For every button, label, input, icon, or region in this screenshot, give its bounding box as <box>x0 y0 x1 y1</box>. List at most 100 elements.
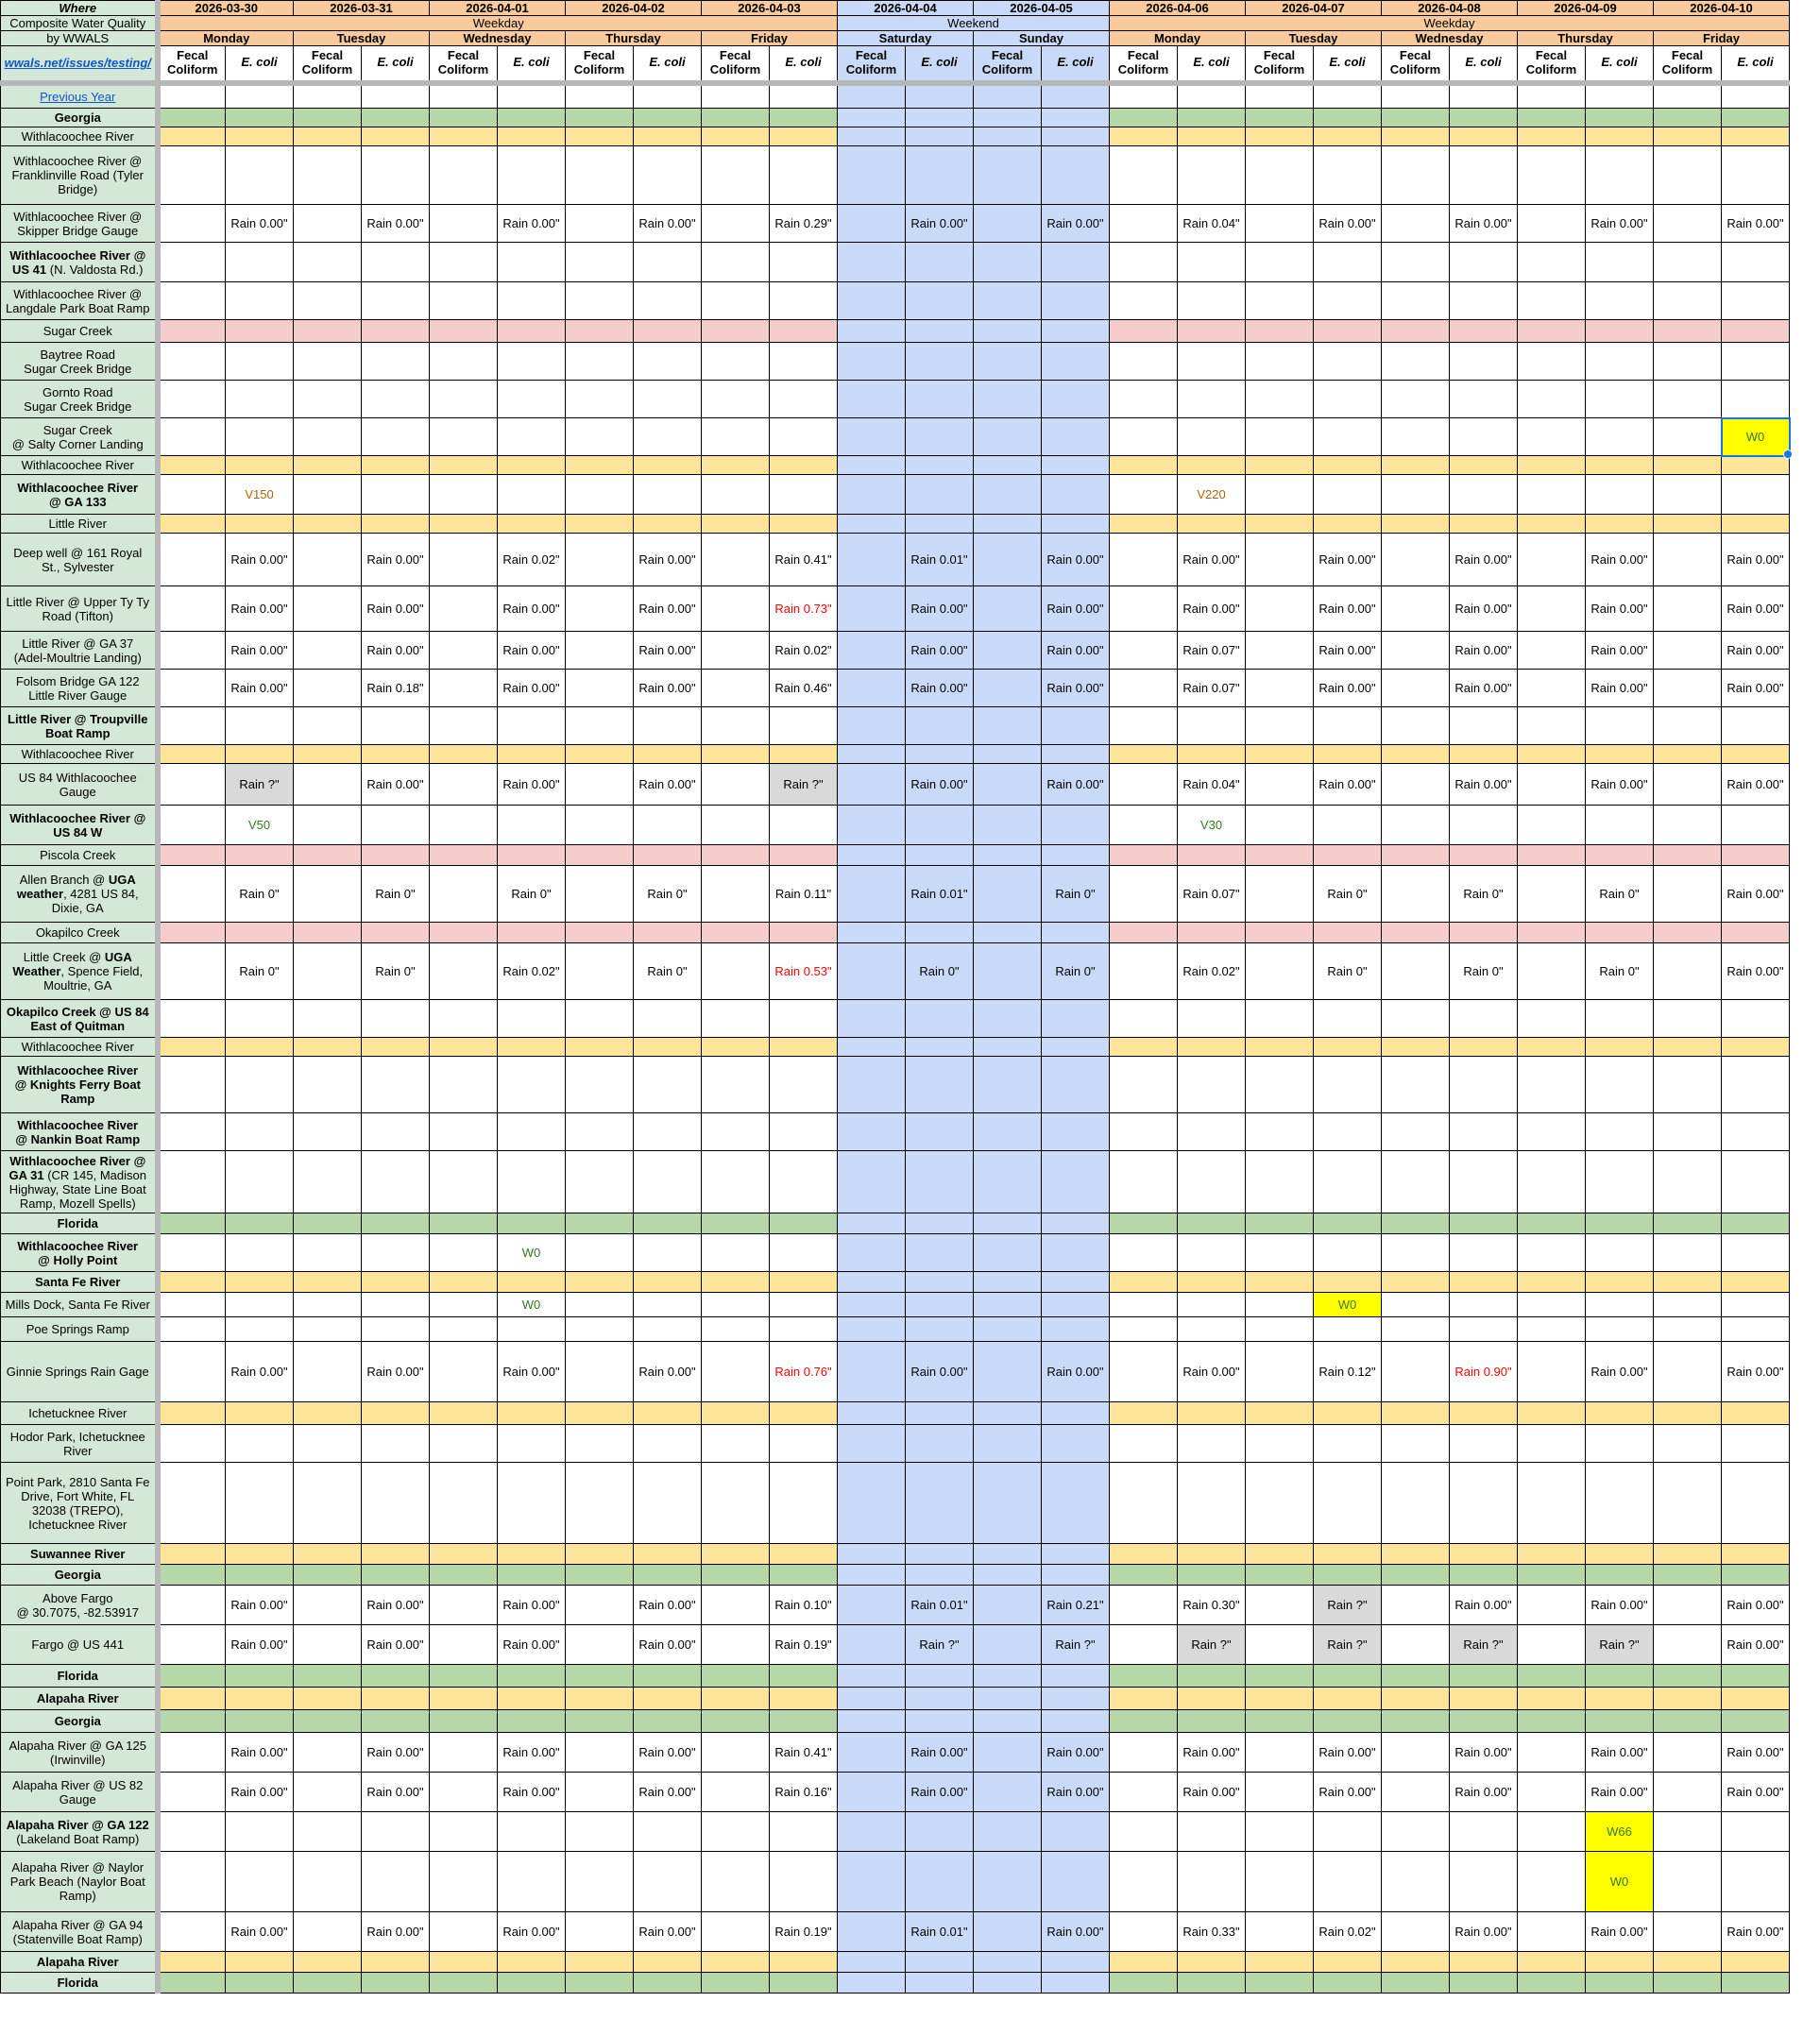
cell-site-upper-ty-ty-2026-04-07-ecoli[interactable]: Rain 0.00" <box>1313 585 1382 633</box>
cell-river-little-2026-03-31-ecoli[interactable] <box>361 514 430 534</box>
cell-site-holly-point-2026-04-01-fecal[interactable] <box>429 1233 498 1273</box>
cell-creek-okapilco-2026-04-07-ecoli[interactable] <box>1313 922 1382 944</box>
cell-site-poe-springs-2026-04-09-fecal[interactable] <box>1517 1316 1586 1343</box>
cell-site-skipper-bridge-2026-04-07-fecal[interactable] <box>1245 204 1314 244</box>
cell-site-baytree-2026-04-07-ecoli[interactable] <box>1313 342 1382 382</box>
cell-site-franklinville-2026-04-02-fecal[interactable] <box>565 145 634 206</box>
cell-river-withlacoochee-4-2026-04-07-ecoli[interactable] <box>1313 1037 1382 1058</box>
cell-creek-sugar-2026-04-10-ecoli[interactable] <box>1721 319 1790 344</box>
date-header-2026-04-05[interactable]: 2026-04-05 <box>973 0 1110 16</box>
cell-site-gornto-2026-04-05-fecal[interactable] <box>973 380 1042 419</box>
day-header-1-tuesday[interactable]: Tuesday <box>293 30 430 46</box>
cell-section-georgia-2-2026-04-01-ecoli[interactable] <box>497 1564 566 1586</box>
cell-site-us84-gauge-2026-04-08-ecoli[interactable]: Rain 0.00" <box>1449 763 1518 806</box>
cell-section-florida-1-2026-04-07-ecoli[interactable] <box>1313 1213 1382 1235</box>
cell-site-ga122-2026-04-07-fecal[interactable] <box>1245 1811 1314 1853</box>
cell-section-florida-3-2026-03-30-fecal[interactable] <box>157 1972 226 1994</box>
cell-site-knights-ferry-2026-04-10-ecoli[interactable] <box>1721 1056 1790 1114</box>
cell-creek-okapilco-2026-03-30-fecal[interactable] <box>157 922 226 944</box>
day-header-2-wednesday[interactable]: Wednesday <box>429 30 566 46</box>
cell-site-allen-branch-2026-04-06-fecal[interactable] <box>1109 865 1178 924</box>
cell-site-ga37-2026-04-05-fecal[interactable] <box>973 631 1042 670</box>
cell-site-point-park-2026-03-30-ecoli[interactable] <box>225 1462 294 1545</box>
cell-river-withlacoochee-2-2026-04-10-ecoli[interactable] <box>1721 455 1790 476</box>
cell-site-okapilco-us84-2026-03-31-fecal[interactable] <box>293 999 362 1039</box>
cell-site-fargo-us441-2026-04-09-ecoli[interactable]: Rain ?" <box>1585 1624 1654 1666</box>
cell-site-troupville-2026-03-31-fecal[interactable] <box>293 706 362 746</box>
cell-section-georgia-2-2026-03-30-ecoli[interactable] <box>225 1564 294 1586</box>
cell-river-little-2026-04-04-fecal[interactable] <box>837 514 906 534</box>
cell-site-mills-dock-2026-04-01-fecal[interactable] <box>429 1292 498 1318</box>
fecal-coliform-header-2026-04-08[interactable]: Fecal Coliform <box>1381 44 1450 86</box>
cell-site-us41-2026-04-10-fecal[interactable] <box>1653 242 1722 283</box>
cell-site-langdale-2026-04-03-ecoli[interactable] <box>769 281 838 321</box>
cell-creek-piscola-2026-04-06-fecal[interactable] <box>1109 844 1178 867</box>
cell-site-ga37-2026-04-03-fecal[interactable] <box>701 631 770 670</box>
cell-site-us41-2026-04-04-fecal[interactable] <box>837 242 906 283</box>
cell-creek-sugar-2026-04-04-fecal[interactable] <box>837 319 906 344</box>
cell-site-upper-ty-ty-2026-04-08-fecal[interactable] <box>1381 585 1450 633</box>
cell-site-us84-gauge-2026-04-03-ecoli[interactable]: Rain ?" <box>769 763 838 806</box>
cell-section-georgia-2-2026-04-06-fecal[interactable] <box>1109 1564 1178 1586</box>
cell-site-us84w-2026-04-05-fecal[interactable] <box>973 805 1042 846</box>
cell-site-ga94-2026-04-04-ecoli[interactable]: Rain 0.01" <box>905 1911 974 1953</box>
cell-section-florida-1-2026-04-05-ecoli[interactable] <box>1041 1213 1110 1235</box>
cell-site-langdale-2026-04-07-ecoli[interactable] <box>1313 281 1382 321</box>
cell-river-withlacoochee-4-2026-04-03-fecal[interactable] <box>701 1037 770 1058</box>
cell-site-salty-corner-2026-04-01-fecal[interactable] <box>429 417 498 457</box>
cell-previous-year-2026-04-05-fecal[interactable] <box>973 82 1042 110</box>
cell-site-ginnie-springs-2026-04-09-fecal[interactable] <box>1517 1341 1586 1403</box>
cell-creek-sugar-2026-04-05-ecoli[interactable] <box>1041 319 1110 344</box>
cell-river-alapaha-1-2026-04-10-ecoli[interactable] <box>1721 1687 1790 1711</box>
cell-site-us84w-2026-04-03-fecal[interactable] <box>701 805 770 846</box>
cell-section-georgia-2-2026-03-31-fecal[interactable] <box>293 1564 362 1586</box>
cell-site-franklinville-2026-04-08-ecoli[interactable] <box>1449 145 1518 206</box>
cell-site-nankin-2026-04-08-fecal[interactable] <box>1381 1112 1450 1152</box>
cell-river-withlacoochee-2-2026-04-05-fecal[interactable] <box>973 455 1042 476</box>
cell-section-florida-3-2026-04-06-ecoli[interactable] <box>1177 1972 1246 1994</box>
cell-river-withlacoochee-3-2026-04-09-ecoli[interactable] <box>1585 744 1654 765</box>
cell-site-point-park-2026-04-03-fecal[interactable] <box>701 1462 770 1545</box>
cell-site-us41-2026-04-03-fecal[interactable] <box>701 242 770 283</box>
cell-section-georgia-1-2026-04-04-fecal[interactable] <box>837 108 906 128</box>
cell-section-georgia-1-2026-04-06-fecal[interactable] <box>1109 108 1178 128</box>
cell-river-withlacoochee-1-2026-03-30-ecoli[interactable] <box>225 127 294 147</box>
cell-section-florida-2-2026-04-08-fecal[interactable] <box>1381 1664 1450 1688</box>
cell-section-georgia-3-2026-04-06-fecal[interactable] <box>1109 1709 1178 1734</box>
cell-section-georgia-3-2026-04-07-fecal[interactable] <box>1245 1709 1314 1734</box>
cell-site-poe-springs-2026-04-10-fecal[interactable] <box>1653 1316 1722 1343</box>
cell-site-mills-dock-2026-04-02-fecal[interactable] <box>565 1292 634 1318</box>
cell-site-us84w-2026-04-01-ecoli[interactable] <box>497 805 566 846</box>
cell-site-folsom-2026-04-01-ecoli[interactable]: Rain 0.00" <box>497 669 566 708</box>
cell-site-deep-well-2026-04-06-fecal[interactable] <box>1109 533 1178 587</box>
cell-site-little-creek-2026-04-04-fecal[interactable] <box>837 942 906 1001</box>
cell-river-ichetucknee-2026-03-30-fecal[interactable] <box>157 1401 226 1426</box>
cell-site-little-creek-2026-04-05-fecal[interactable] <box>973 942 1042 1001</box>
cell-river-withlacoochee-2-2026-04-06-ecoli[interactable] <box>1177 455 1246 476</box>
cell-site-us82-2026-04-04-fecal[interactable] <box>837 1772 906 1813</box>
cell-creek-sugar-2026-03-30-fecal[interactable] <box>157 319 226 344</box>
cell-site-upper-ty-ty-2026-04-06-fecal[interactable] <box>1109 585 1178 633</box>
cell-river-ichetucknee-2026-04-05-ecoli[interactable] <box>1041 1401 1110 1426</box>
cell-section-florida-1-2026-04-01-ecoli[interactable] <box>497 1213 566 1235</box>
cell-site-ga94-2026-04-10-fecal[interactable] <box>1653 1911 1722 1953</box>
cell-site-hodor-park-2026-04-03-ecoli[interactable] <box>769 1424 838 1464</box>
cell-river-santa-fe-2026-04-07-ecoli[interactable] <box>1313 1271 1382 1294</box>
cell-section-georgia-3-2026-04-03-fecal[interactable] <box>701 1709 770 1734</box>
cell-site-okapilco-us84-2026-04-01-fecal[interactable] <box>429 999 498 1039</box>
cell-creek-sugar-2026-04-08-fecal[interactable] <box>1381 319 1450 344</box>
cell-previous-year-2026-04-06-fecal[interactable] <box>1109 82 1178 110</box>
cell-previous-year-2026-04-09-ecoli[interactable] <box>1585 82 1654 110</box>
cell-site-ga31-2026-04-04-ecoli[interactable] <box>905 1150 974 1214</box>
cell-site-ga133-2026-04-06-fecal[interactable] <box>1109 474 1178 516</box>
cell-site-ga122-2026-04-07-ecoli[interactable] <box>1313 1811 1382 1853</box>
cell-site-naylor-2026-03-30-ecoli[interactable] <box>225 1851 294 1913</box>
cell-river-alapaha-2-2026-04-04-fecal[interactable] <box>837 1951 906 1974</box>
cell-section-florida-2-2026-04-03-fecal[interactable] <box>701 1664 770 1688</box>
cell-river-withlacoochee-3-2026-04-02-fecal[interactable] <box>565 744 634 765</box>
cell-site-ga125-2026-04-02-ecoli[interactable]: Rain 0.00" <box>633 1732 702 1773</box>
cell-site-knights-ferry-2026-03-31-fecal[interactable] <box>293 1056 362 1114</box>
cell-site-folsom-2026-04-03-ecoli[interactable]: Rain 0.46" <box>769 669 838 708</box>
cell-site-knights-ferry-2026-04-10-fecal[interactable] <box>1653 1056 1722 1114</box>
cell-site-gornto-2026-04-07-ecoli[interactable] <box>1313 380 1382 419</box>
